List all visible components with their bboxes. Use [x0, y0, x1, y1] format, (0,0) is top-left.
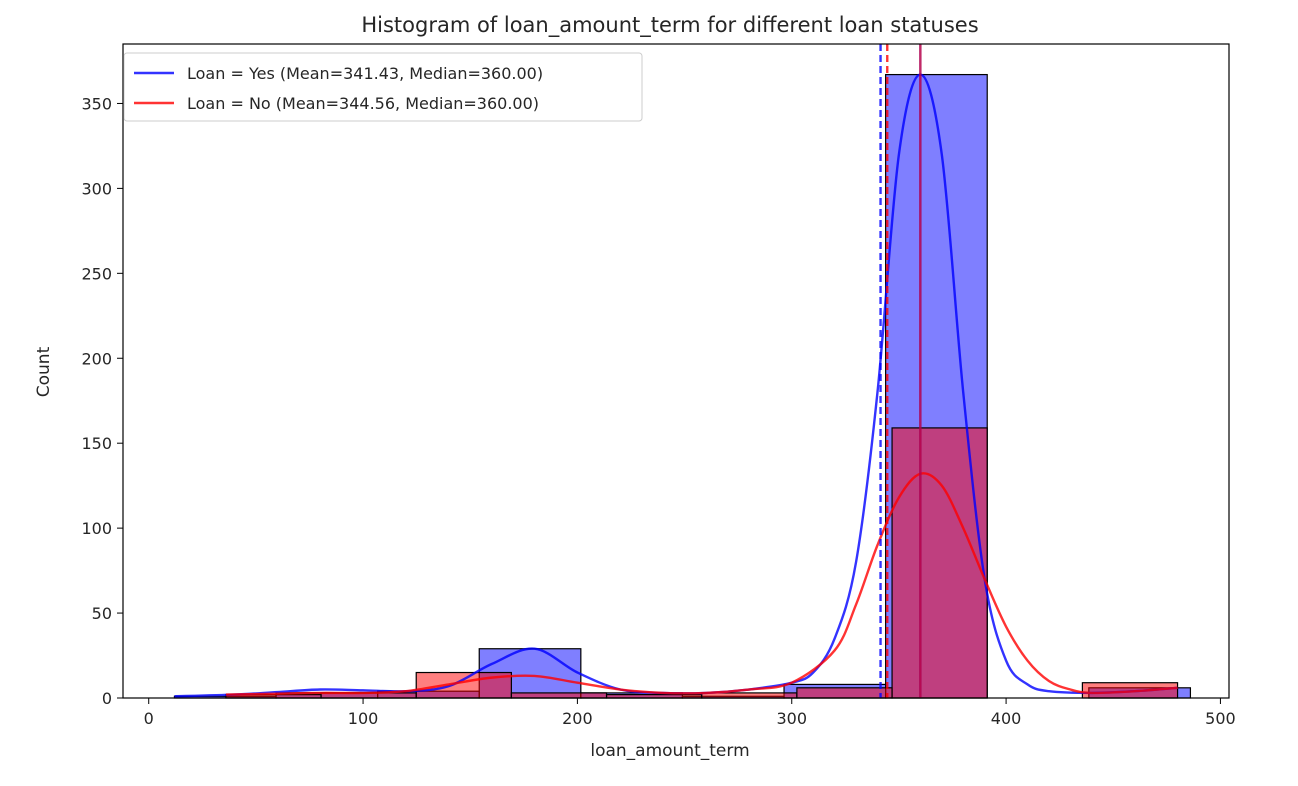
kde-curve-no [225, 472, 1178, 696]
y-tick-label: 50 [92, 604, 112, 623]
y-tick-label: 100 [81, 519, 112, 538]
y-tick-label: 200 [81, 349, 112, 368]
y-tick-label: 350 [81, 94, 112, 113]
x-tick-label: 100 [348, 709, 379, 728]
bars-layer [173, 73, 1192, 699]
x-tick-label: 0 [144, 709, 154, 728]
bar-no-3 [510, 692, 608, 699]
y-tick-label: 300 [81, 179, 112, 198]
legend-box [123, 52, 643, 122]
x-tick-label: 500 [1205, 709, 1236, 728]
x-axis-label: loan_amount_term [590, 741, 749, 761]
legend: Loan = Yes (Mean=341.43, Median=360.00) … [123, 52, 643, 122]
x-tick-label: 400 [991, 709, 1022, 728]
bar-no-6 [796, 687, 893, 699]
legend-label-yes: Loan = Yes (Mean=341.43, Median=360.00) [187, 64, 543, 83]
y-tick-label: 150 [81, 434, 112, 453]
bar-no-7 [891, 427, 988, 699]
kde-layer [174, 73, 1178, 698]
chart-title: Histogram of loan_amount_term for differ… [361, 13, 978, 38]
y-tick-label: 250 [81, 264, 112, 283]
reference-lines-layer [879, 44, 922, 698]
x-axis: 0 100 200 300 400 500 [144, 698, 1236, 728]
kde-curve-yes [174, 73, 1178, 698]
x-tick-label: 300 [776, 709, 807, 728]
y-tick-label: 0 [102, 689, 112, 708]
y-axis-label: Count [34, 346, 54, 397]
bar-no-5 [701, 692, 798, 699]
y-axis: 0 50 100 150 200 250 300 350 [81, 94, 123, 708]
plot-frame [122, 43, 1230, 699]
x-tick-label: 200 [562, 709, 593, 728]
legend-label-no: Loan = No (Mean=344.56, Median=360.00) [187, 94, 539, 113]
